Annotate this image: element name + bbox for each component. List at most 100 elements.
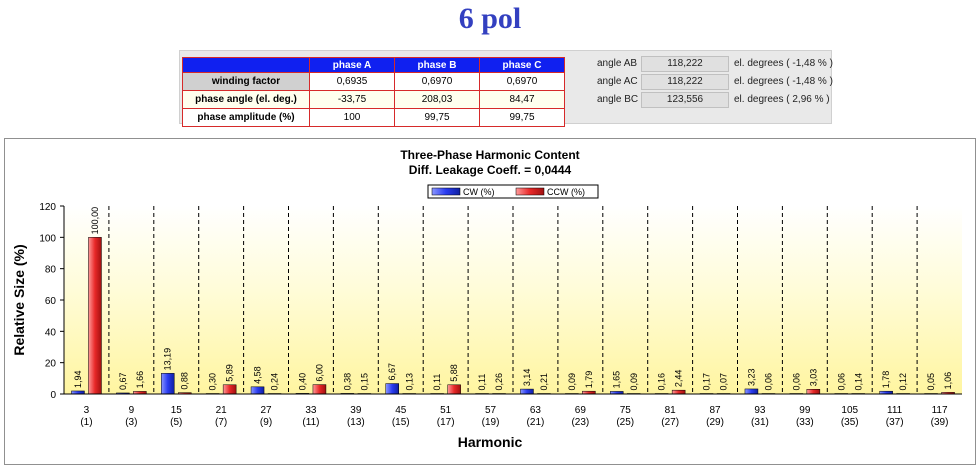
angle-ac-unit: el. degrees ( -1,48 % ) — [734, 76, 833, 87]
x-tick-sublabel: (33) — [796, 417, 814, 428]
row-label: phase amplitude (%) — [182, 108, 310, 127]
x-tick-sublabel: (37) — [886, 417, 904, 428]
x-tick-sublabel: (17) — [437, 417, 455, 428]
data-label-ccw: 100,00 — [90, 207, 100, 235]
data-label-ccw: 0,14 — [853, 373, 863, 391]
x-tick-label: 99 — [799, 405, 811, 416]
data-label-ccw: 2,44 — [674, 370, 684, 388]
angle-ab-label: angle AB — [597, 58, 638, 69]
data-label-cw: 0,05 — [926, 373, 936, 391]
bar-ccw — [222, 384, 237, 395]
legend-box — [427, 184, 599, 199]
y-tick-label: 0 — [50, 390, 56, 401]
table-row: winding factor 0,6935 0,6970 0,6970 — [182, 72, 565, 91]
data-label-cw: 0,67 — [118, 372, 128, 390]
table-cell: 99,75 — [479, 108, 565, 127]
angle-ac-value: 118,222 — [641, 74, 729, 90]
data-label-cw: 0,30 — [208, 373, 218, 391]
x-tick-sublabel: (39) — [931, 417, 949, 428]
x-tick-label: 93 — [754, 405, 766, 416]
grid-layer — [108, 206, 918, 394]
x-tick-sublabel: (29) — [706, 417, 724, 428]
data-label-ccw: 0,88 — [180, 372, 190, 390]
angle-ab-unit: el. degrees ( -1,48 % ) — [734, 58, 833, 69]
data-label-cw: 1,78 — [881, 371, 891, 389]
data-label-cw: 0,09 — [567, 373, 577, 391]
page-title: 6 pol — [458, 2, 522, 35]
x-tick-sublabel: (9) — [260, 417, 272, 428]
data-label-ccw: 6,00 — [314, 364, 324, 382]
chart-legend: CW (%) CCW (%) — [427, 184, 599, 199]
data-label-cw: 1,94 — [73, 370, 83, 388]
data-label-cw: 0,38 — [342, 373, 352, 391]
table-header-phase-a: phase A — [309, 57, 395, 73]
data-label-ccw: 1,79 — [584, 371, 594, 389]
x-tick-label: 33 — [305, 405, 317, 416]
table-header-phase-b: phase B — [394, 57, 480, 73]
data-label-cw: 0,11 — [432, 374, 442, 391]
x-tick-label: 3 — [84, 405, 90, 416]
y-axis-label: Relative Size (%) — [11, 244, 27, 355]
data-label-ccw: 0,07 — [719, 373, 729, 391]
bar-ccw — [806, 389, 821, 395]
bar-ccw — [671, 389, 686, 395]
x-tick-label: 105 — [841, 405, 858, 416]
data-label-cw: 1,65 — [612, 371, 622, 389]
bar-ccw — [312, 384, 327, 395]
x-tick-label: 117 — [932, 405, 948, 416]
bar-cw — [520, 388, 534, 395]
data-label-ccw: 1,66 — [135, 371, 145, 389]
data-label-cw: 0,17 — [702, 373, 712, 391]
data-label-cw: 0,11 — [477, 374, 487, 391]
data-label-cw: 3,14 — [522, 369, 532, 387]
x-tick-label: 21 — [216, 405, 228, 416]
data-label-ccw: 1,06 — [943, 372, 953, 390]
bar-ccw — [88, 237, 102, 395]
x-tick-sublabel: (21) — [527, 417, 545, 428]
table-cell: -33,75 — [309, 90, 395, 109]
x-tick-sublabel: (35) — [841, 417, 859, 428]
x-tick-sublabel: (13) — [347, 417, 365, 428]
ticks-layer: 0 20 40 60 80 100 120 3(1) 9(3) 15(5) 21(7) 27(9) 33… — [39, 202, 948, 428]
y-tick-label: 60 — [45, 296, 57, 307]
bar-cw — [744, 388, 759, 395]
x-tick-label: 87 — [709, 405, 721, 416]
data-label-ccw: 5,89 — [225, 364, 235, 382]
data-label-ccw: 0,26 — [494, 373, 504, 391]
phase-table: phase A phase B phase C winding factor 0… — [182, 57, 565, 127]
y-tick-label: 80 — [45, 265, 57, 276]
angle-bc-unit: el. degrees ( 2,96 % ) — [734, 94, 830, 105]
x-tick-sublabel: (25) — [616, 417, 634, 428]
x-tick-label: 63 — [530, 405, 542, 416]
x-tick-sublabel: (23) — [571, 417, 589, 428]
x-tick-label: 111 — [887, 405, 903, 416]
y-tick-label: 20 — [45, 359, 57, 370]
bar-ccw — [447, 384, 461, 395]
data-label-cw: 0,40 — [297, 373, 307, 391]
table-row: phase angle (el. deg.) -33,75 208,03 84,… — [182, 90, 565, 109]
table-cell: 84,47 — [479, 90, 565, 109]
data-label-cw: 6,67 — [387, 363, 397, 381]
table-cell: 0,6970 — [479, 72, 565, 91]
angle-ac-label: angle AC — [597, 76, 638, 87]
chart-title: Three-Phase Harmonic Content — [400, 148, 579, 162]
table-cell: 0,6935 — [309, 72, 395, 91]
data-label-cw: 0,06 — [836, 373, 846, 391]
legend-swatch-ccw — [515, 187, 545, 196]
table-cell: 99,75 — [394, 108, 480, 127]
x-tick-label: 27 — [260, 405, 272, 416]
table-cell: 0,6970 — [394, 72, 480, 91]
data-label-cw: 3,23 — [746, 368, 756, 386]
x-tick-sublabel: (1) — [80, 417, 92, 428]
x-tick-label: 51 — [440, 405, 452, 416]
x-tick-sublabel: (19) — [482, 417, 500, 428]
x-tick-label: 57 — [485, 405, 497, 416]
data-label-ccw: 0,12 — [898, 373, 908, 391]
x-axis-label: Harmonic — [458, 434, 523, 450]
data-label-cw: 0,16 — [657, 373, 667, 391]
x-tick-label: 81 — [665, 405, 677, 416]
angle-bc-label: angle BC — [597, 94, 639, 105]
table-row: phase amplitude (%) 100 99,75 99,75 — [182, 108, 565, 127]
bar-cw — [385, 383, 399, 395]
